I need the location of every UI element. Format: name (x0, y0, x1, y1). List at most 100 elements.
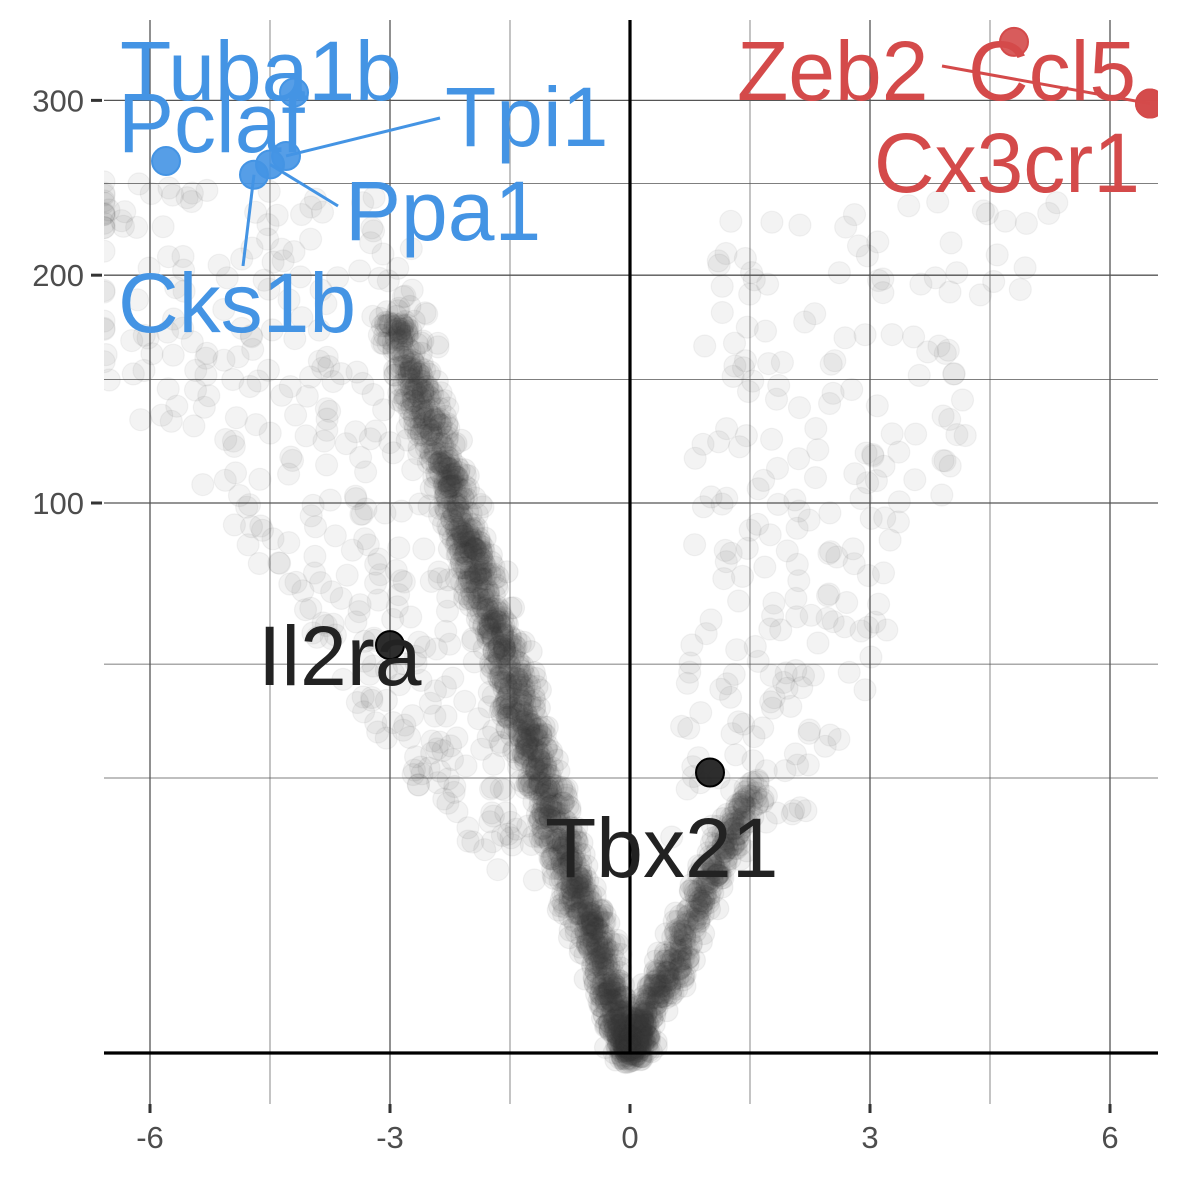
background-point (469, 542, 494, 566)
background-point (412, 414, 436, 439)
background-point (556, 845, 580, 869)
background-point (718, 685, 743, 709)
background-point (576, 898, 601, 922)
background-point (907, 363, 931, 387)
background-point (586, 976, 610, 1001)
background-point (460, 535, 484, 559)
background-point (465, 576, 489, 600)
background-point (594, 1013, 618, 1038)
background-point (409, 414, 433, 438)
background-point (384, 558, 408, 583)
background-point (224, 406, 248, 430)
background-point (512, 685, 537, 709)
background-point (398, 725, 422, 750)
background-point (469, 563, 493, 587)
background-point (597, 1010, 622, 1034)
background-point (787, 499, 811, 523)
background-point (580, 920, 604, 944)
background-point (469, 531, 493, 555)
background-point (591, 943, 616, 967)
background-point (457, 586, 481, 610)
background-point (880, 323, 904, 347)
background-point (485, 599, 509, 623)
background-point (866, 592, 891, 616)
background-point (593, 936, 617, 960)
background-point (616, 1004, 640, 1028)
background-point (793, 310, 817, 334)
background-point (753, 555, 777, 579)
background-point (572, 843, 596, 867)
background-point (547, 801, 571, 825)
background-point (804, 416, 828, 441)
background-point (429, 449, 453, 474)
background-point (726, 589, 751, 613)
background-point (501, 646, 525, 670)
background-point (551, 791, 575, 815)
background-point (409, 331, 433, 355)
background-point (463, 528, 487, 553)
background-point (420, 432, 444, 456)
background-point (467, 543, 491, 568)
background-point (699, 608, 723, 632)
background-point (480, 625, 505, 649)
background-point (582, 942, 606, 966)
background-point (390, 345, 414, 369)
background-point (394, 354, 418, 378)
gene-label-pclaf: Pclaf (118, 76, 305, 170)
background-point (417, 423, 441, 447)
background-point (463, 537, 487, 561)
x-tick-label: 0 (621, 1120, 638, 1155)
background-point (418, 386, 442, 410)
background-point (527, 748, 552, 772)
background-point (523, 724, 547, 748)
background-point (591, 970, 616, 995)
background-point (525, 717, 549, 742)
background-point (597, 973, 621, 997)
background-point (414, 430, 438, 454)
background-point (533, 825, 558, 850)
background-point (931, 404, 955, 428)
background-point (309, 570, 333, 595)
background-point (393, 309, 417, 334)
background-point (547, 836, 571, 861)
background-point (383, 315, 407, 339)
background-point (437, 463, 462, 487)
background-point (584, 953, 608, 978)
background-point (372, 398, 396, 422)
background-point (594, 976, 618, 1000)
background-point (419, 418, 443, 442)
background-point (476, 628, 500, 652)
background-point (610, 1006, 634, 1031)
background-point (445, 465, 469, 489)
background-point (621, 1007, 646, 1031)
background-point (431, 512, 456, 536)
background-point (401, 384, 425, 408)
background-point (575, 931, 600, 955)
background-point (434, 454, 458, 478)
background-point (446, 517, 470, 541)
background-point (547, 828, 572, 852)
background-point (499, 625, 523, 650)
background-point (859, 645, 883, 669)
background-point (601, 1001, 625, 1026)
background-point (605, 1008, 629, 1033)
x-tick-label: -6 (136, 1120, 164, 1155)
background-point (799, 603, 823, 627)
background-point (459, 541, 483, 565)
background-point (499, 704, 523, 729)
background-point (487, 666, 511, 691)
background-point (590, 986, 614, 1011)
background-point (512, 741, 536, 766)
background-point (577, 910, 601, 935)
background-point (453, 587, 477, 611)
background-point (506, 678, 530, 702)
background-point (561, 884, 585, 908)
background-point (418, 418, 443, 442)
background-point (985, 243, 1009, 267)
background-point (590, 898, 615, 923)
background-point (626, 1006, 650, 1030)
background-point (556, 875, 580, 899)
background-point (485, 576, 510, 600)
background-point (568, 866, 592, 891)
background-point (580, 952, 605, 977)
